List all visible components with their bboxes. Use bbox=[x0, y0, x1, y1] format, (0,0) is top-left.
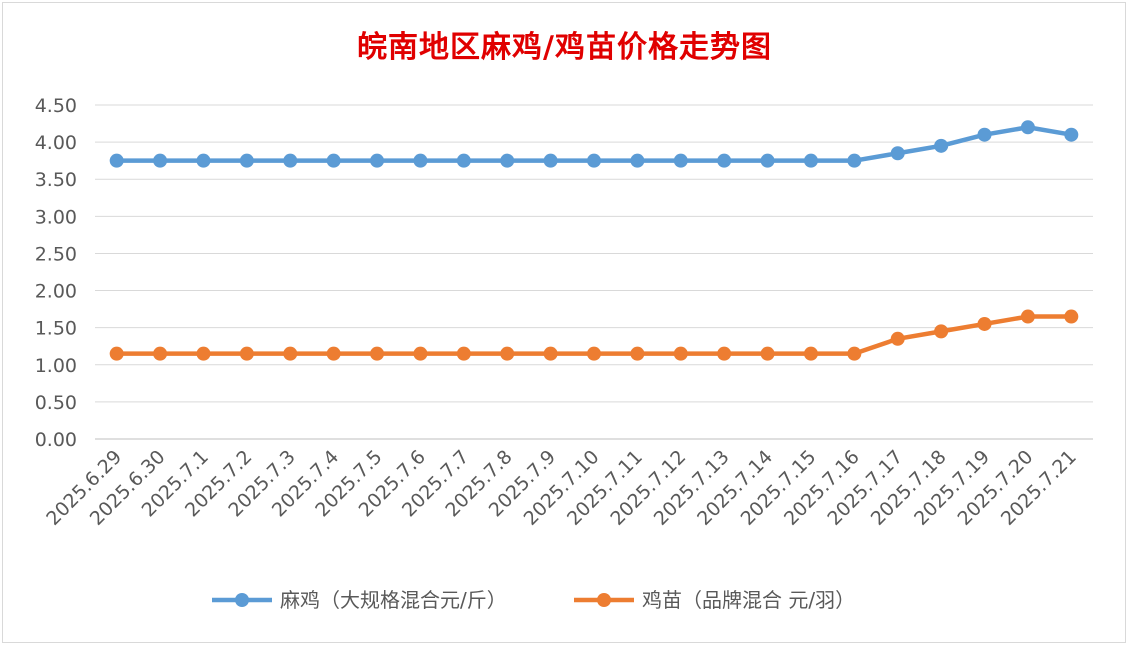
data-point bbox=[196, 153, 211, 168]
data-point bbox=[456, 346, 471, 361]
y-tick-label: 3.00 bbox=[35, 206, 77, 228]
data-point bbox=[717, 153, 732, 168]
data-point bbox=[326, 346, 341, 361]
y-tick-label: 2.00 bbox=[35, 281, 77, 303]
legend-label: 麻鸡（大规格混合元/斤） bbox=[280, 588, 507, 612]
y-tick-label: 1.00 bbox=[35, 355, 77, 377]
data-point bbox=[587, 153, 601, 168]
data-point bbox=[630, 346, 645, 361]
data-point bbox=[370, 153, 385, 168]
data-point bbox=[934, 138, 949, 153]
data-point bbox=[977, 316, 992, 331]
data-point bbox=[673, 346, 688, 361]
y-tick-label: 2.50 bbox=[35, 243, 77, 265]
data-point bbox=[1020, 309, 1035, 324]
data-point bbox=[717, 346, 732, 361]
data-point bbox=[1020, 120, 1035, 135]
data-point bbox=[803, 346, 818, 361]
y-tick-label: 0.50 bbox=[35, 392, 77, 414]
data-point bbox=[109, 153, 124, 168]
data-point bbox=[847, 346, 862, 361]
data-point bbox=[413, 346, 428, 361]
data-point bbox=[456, 153, 471, 168]
x-axis-ticks: 2025.6.292025.6.302025.7.12025.7.22025.7… bbox=[42, 446, 1081, 530]
data-point bbox=[283, 153, 298, 168]
data-point bbox=[283, 346, 298, 361]
series-1 bbox=[109, 120, 1079, 168]
data-point bbox=[196, 346, 211, 361]
legend: 麻鸡（大规格混合元/斤） 鸡苗（品牌混合 元/羽） bbox=[212, 588, 855, 612]
chart-title: 皖南地区麻鸡/鸡苗价格走势图 bbox=[357, 30, 772, 65]
data-point bbox=[500, 346, 515, 361]
data-point bbox=[1064, 309, 1079, 324]
data-point bbox=[239, 153, 254, 168]
data-point bbox=[1064, 127, 1079, 142]
data-point bbox=[543, 346, 558, 361]
legend-label: 鸡苗（品牌混合 元/羽） bbox=[642, 588, 855, 612]
data-point bbox=[500, 153, 515, 168]
legend-item: 鸡苗（品牌混合 元/羽） bbox=[574, 588, 855, 612]
data-point bbox=[630, 153, 645, 168]
data-point bbox=[370, 346, 385, 361]
series-2 bbox=[109, 309, 1079, 361]
y-tick-label: 0.00 bbox=[35, 429, 77, 451]
data-point bbox=[587, 346, 601, 361]
data-point bbox=[803, 153, 818, 168]
y-tick-label: 1.50 bbox=[35, 318, 77, 340]
data-point bbox=[673, 153, 688, 168]
data-point bbox=[326, 153, 341, 168]
data-point bbox=[109, 346, 124, 361]
legend-marker bbox=[597, 593, 611, 607]
data-point bbox=[934, 324, 949, 339]
y-axis-ticks: 0.00 0.50 1.00 1.50 2.00 2.50 3.00 3.50 4.00 4.50 bbox=[35, 95, 77, 451]
legend-item: 麻鸡（大规格混合元/斤） bbox=[212, 588, 507, 612]
y-tick-label: 4.50 bbox=[35, 95, 77, 117]
data-point bbox=[760, 346, 775, 361]
data-point bbox=[413, 153, 428, 168]
gridlines bbox=[95, 104, 1093, 440]
data-point bbox=[847, 153, 862, 168]
series-lines bbox=[109, 120, 1079, 361]
legend-marker bbox=[235, 593, 249, 607]
data-point bbox=[890, 146, 905, 161]
data-point bbox=[760, 153, 775, 168]
data-point bbox=[153, 346, 168, 361]
data-point bbox=[239, 346, 254, 361]
y-tick-label: 3.50 bbox=[35, 169, 77, 191]
data-point bbox=[153, 153, 168, 168]
data-point bbox=[890, 331, 905, 346]
data-point bbox=[977, 127, 992, 142]
y-tick-label: 4.00 bbox=[35, 132, 77, 154]
data-point bbox=[543, 153, 558, 168]
